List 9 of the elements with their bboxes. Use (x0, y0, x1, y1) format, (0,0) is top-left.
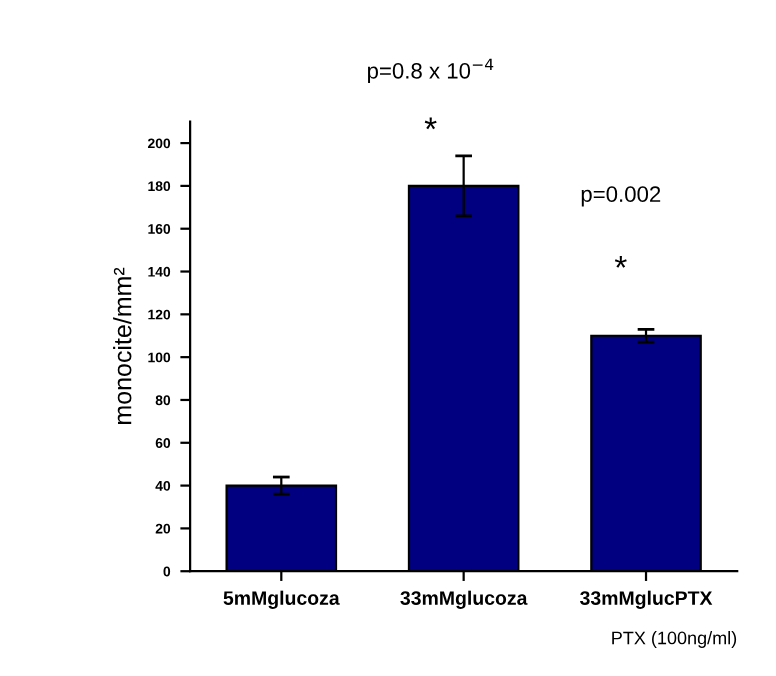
annotation: * (424, 117, 437, 130)
y-axis-title: monocite/mm² (113, 267, 132, 424)
x-tick-label: 33mMglucoza (400, 590, 528, 609)
x-tick-label: 5mMglucoza (223, 590, 340, 609)
x-tick-label: 33mMglucPTX (580, 590, 713, 609)
text: p=0.8 x 10$^{−4}$ (368, 58, 494, 84)
annotation: * (614, 256, 627, 268)
x-axis-title: PTX (100ng/ml) (612, 631, 737, 648)
annotation: p=0.002 (581, 186, 661, 207)
